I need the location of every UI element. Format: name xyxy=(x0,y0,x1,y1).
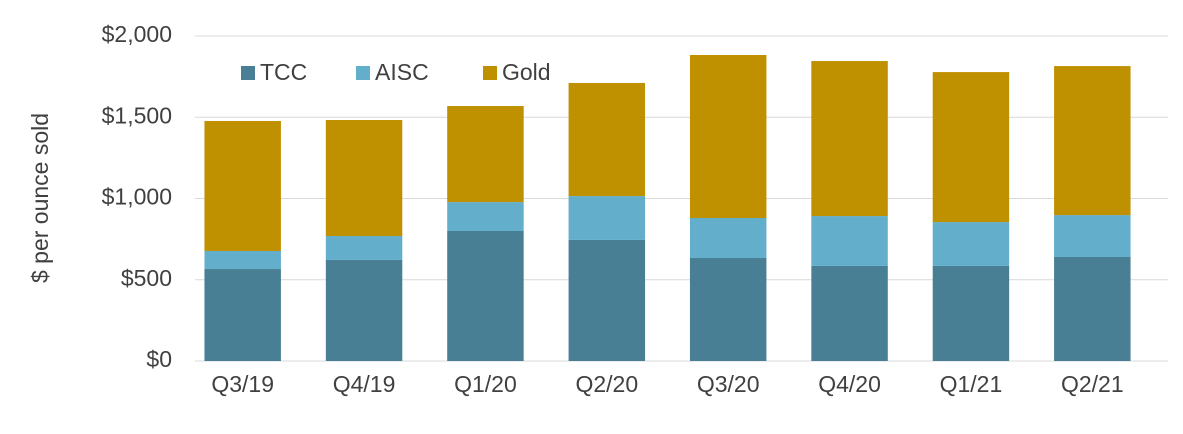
legend-swatch xyxy=(483,66,497,80)
bar-segment xyxy=(932,222,1010,266)
bar-segment xyxy=(811,216,888,266)
bar-segment xyxy=(689,218,767,258)
y-tick-label: $0 xyxy=(146,346,172,372)
x-tick-label: Q3/19 xyxy=(211,371,274,397)
x-tick-label: Q1/20 xyxy=(454,371,517,397)
bar-segment xyxy=(325,259,403,361)
y-axis-label: $ per ounce sold xyxy=(27,113,53,283)
bar-segment xyxy=(689,55,767,219)
bar-segment xyxy=(325,236,403,260)
x-tick-label: Q1/21 xyxy=(940,371,1003,397)
x-tick-label: Q3/20 xyxy=(697,371,760,397)
bar-segment xyxy=(689,257,767,361)
bar-segment xyxy=(811,61,888,217)
legend-label: Gold xyxy=(502,59,551,85)
x-tick-label: Q4/20 xyxy=(818,371,881,397)
bar-segment xyxy=(204,269,281,361)
bar-segment xyxy=(568,196,646,240)
y-tick-label: $1,000 xyxy=(102,184,172,210)
bar-segment xyxy=(204,120,281,251)
y-tick-label: $500 xyxy=(121,265,172,291)
x-tick-label: Q4/19 xyxy=(333,371,396,397)
legend-swatch xyxy=(241,66,255,80)
bar-segment xyxy=(932,265,1010,361)
bar-segment xyxy=(1054,66,1131,216)
bar-segment xyxy=(325,120,403,237)
legend-swatch xyxy=(356,66,370,80)
y-tick-label: $1,500 xyxy=(102,102,172,128)
legend-label: TCC xyxy=(260,59,307,85)
bar-segment xyxy=(1054,257,1131,361)
bar-segment xyxy=(568,82,646,197)
bar-segment xyxy=(568,239,646,361)
bar-segment xyxy=(447,202,524,231)
x-tick-label: Q2/21 xyxy=(1061,371,1124,397)
bar-segment xyxy=(1054,215,1131,257)
bar-segment xyxy=(447,231,524,361)
x-tick-label: Q2/20 xyxy=(575,371,638,397)
bar-segment xyxy=(811,265,888,361)
bar-segment xyxy=(204,250,281,270)
legend-label: AISC xyxy=(375,59,429,85)
bar-segment xyxy=(447,106,524,203)
y-tick-label: $2,000 xyxy=(102,21,172,47)
bar-segment xyxy=(932,72,1010,223)
